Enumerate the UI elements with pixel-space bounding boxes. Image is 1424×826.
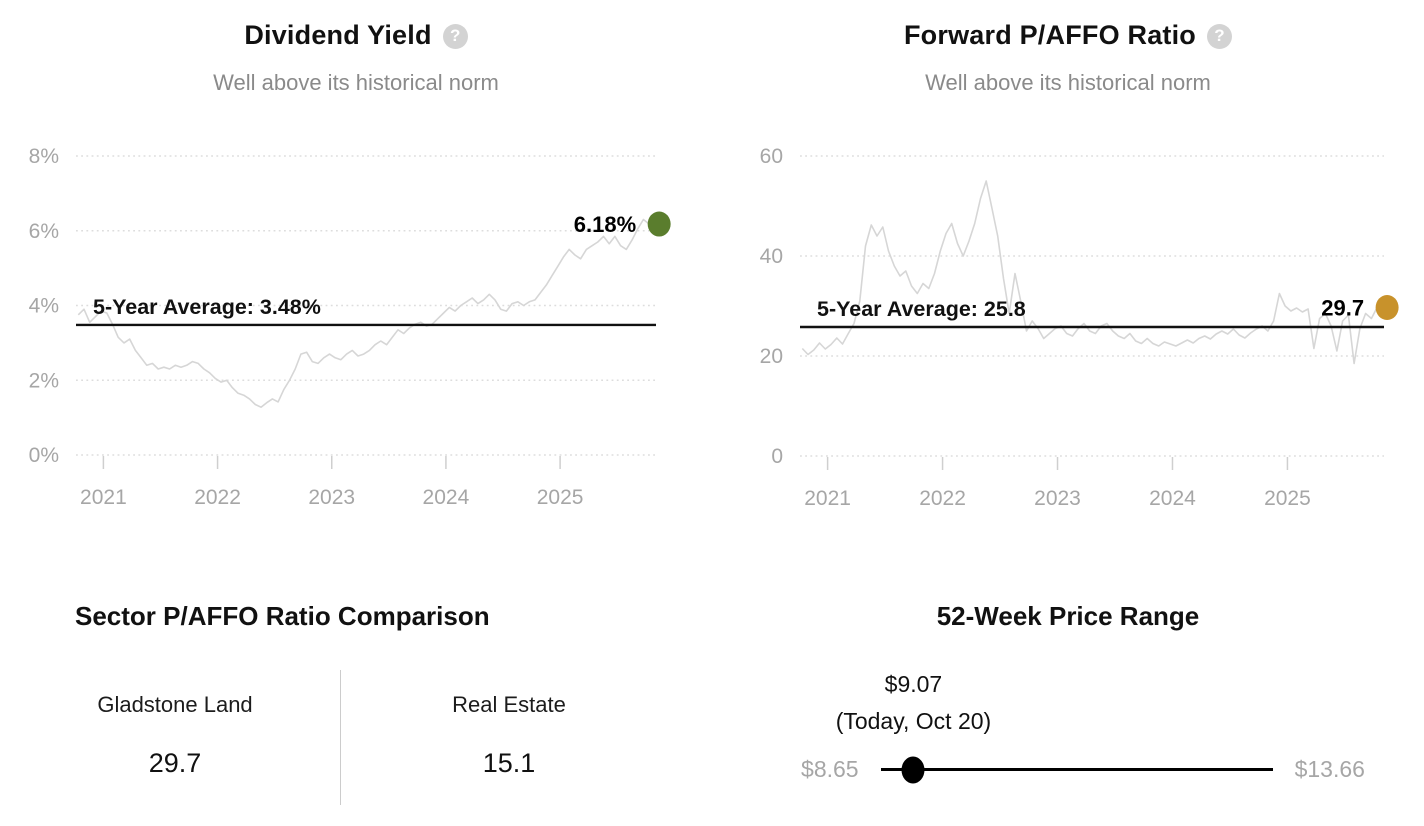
forward-paffo-header: Forward P/AFFO Ratio ?	[712, 0, 1424, 54]
y-tick-label: 60	[760, 145, 783, 168]
y-tick-label: 0%	[29, 444, 59, 467]
x-tick-label: 2021	[80, 486, 127, 509]
y-tick-label: 8%	[29, 145, 59, 168]
comparison-cell-sector: Real Estate 15.1	[389, 670, 629, 805]
y-tick-label: 20	[760, 345, 783, 368]
sector-comparison-table: Gladstone Land 29.7 Real Estate 15.1	[0, 670, 712, 805]
help-icon[interactable]: ?	[1207, 23, 1232, 49]
comparison-label: Real Estate	[452, 692, 566, 717]
y-tick-label: 40	[760, 245, 783, 268]
average-label: 5-Year Average: 25.8	[817, 297, 1026, 321]
x-tick-label: 2023	[1034, 487, 1081, 510]
dividend-yield-panel: Dividend Yield ? Well above its historic…	[0, 0, 712, 565]
x-tick-label: 2021	[804, 487, 851, 510]
y-tick-label: 2%	[29, 369, 59, 392]
price-range-panel: 52-Week Price Range $9.07 (Today, Oct 20…	[712, 565, 1424, 826]
current-price-date: (Today, Oct 20)	[835, 708, 992, 734]
average-label: 5-Year Average: 3.48%	[93, 295, 321, 319]
x-tick-label: 2023	[308, 486, 355, 509]
comparison-value: 15.1	[482, 748, 536, 778]
dividend-yield-title: Dividend Yield	[244, 19, 432, 50]
price-range-title: 52-Week Price Range	[936, 601, 1200, 631]
series-line	[801, 180, 1378, 365]
forward-paffo-subtitle: Well above its historical norm	[925, 70, 1211, 95]
range-min-label: $8.65	[801, 756, 859, 782]
y-tick-label: 4%	[29, 295, 59, 318]
last-value-label: 29.7	[1321, 296, 1364, 321]
last-value-dot	[647, 211, 671, 237]
forward-paffo-chart: 0 20 40 60 2021 2022 2023 2024 2025 5-Year Averag…	[760, 145, 1399, 510]
x-tick-label: 2022	[919, 487, 966, 510]
range-max-label: $13.66	[1294, 756, 1365, 782]
series-line	[77, 218, 650, 408]
comparison-value: 29.7	[148, 748, 202, 778]
vertical-divider	[340, 670, 341, 805]
current-price-label: $9.07	[884, 671, 943, 697]
x-tick-label: 2025	[1264, 487, 1311, 510]
forward-paffo-panel: Forward P/AFFO Ratio ? Well above its hi…	[712, 0, 1424, 565]
last-value-label: 6.18%	[574, 212, 636, 237]
sector-comparison-title: Sector P/AFFO Ratio Comparison	[75, 601, 490, 631]
last-value-dot	[1375, 295, 1399, 320]
sector-comparison-panel: Sector P/AFFO Ratio Comparison Gladstone…	[0, 565, 712, 826]
comparison-cell-gladstone: Gladstone Land 29.7	[55, 670, 295, 805]
dividend-yield-chart: 0% 2% 4% 6% 8% 2021 2022 2023 2024 2025 5-Year Ave…	[29, 145, 671, 509]
x-tick-label: 2024	[423, 486, 470, 509]
x-tick-label: 2025	[537, 486, 584, 509]
help-icon[interactable]: ?	[442, 23, 468, 49]
y-tick-label: 0	[771, 445, 783, 468]
current-price-dot[interactable]	[901, 756, 925, 783]
dividend-yield-header: Dividend Yield ?	[0, 0, 712, 54]
comparison-label: Gladstone Land	[97, 692, 253, 717]
price-range-track[interactable]	[880, 756, 1273, 783]
y-tick-label: 6%	[29, 220, 59, 243]
price-range-slider-area: $9.07 (Today, Oct 20) $8.65 $13.66	[712, 660, 1424, 820]
price-range-row: $8.65 $13.66	[742, 756, 1424, 783]
x-tick-label: 2024	[1149, 487, 1196, 510]
forward-paffo-title: Forward P/AFFO Ratio	[903, 19, 1196, 50]
current-price-callout: $9.07 (Today, Oct 20)	[836, 666, 992, 740]
dividend-yield-subtitle: Well above its historical norm	[213, 70, 499, 95]
x-tick-label: 2022	[194, 486, 241, 509]
